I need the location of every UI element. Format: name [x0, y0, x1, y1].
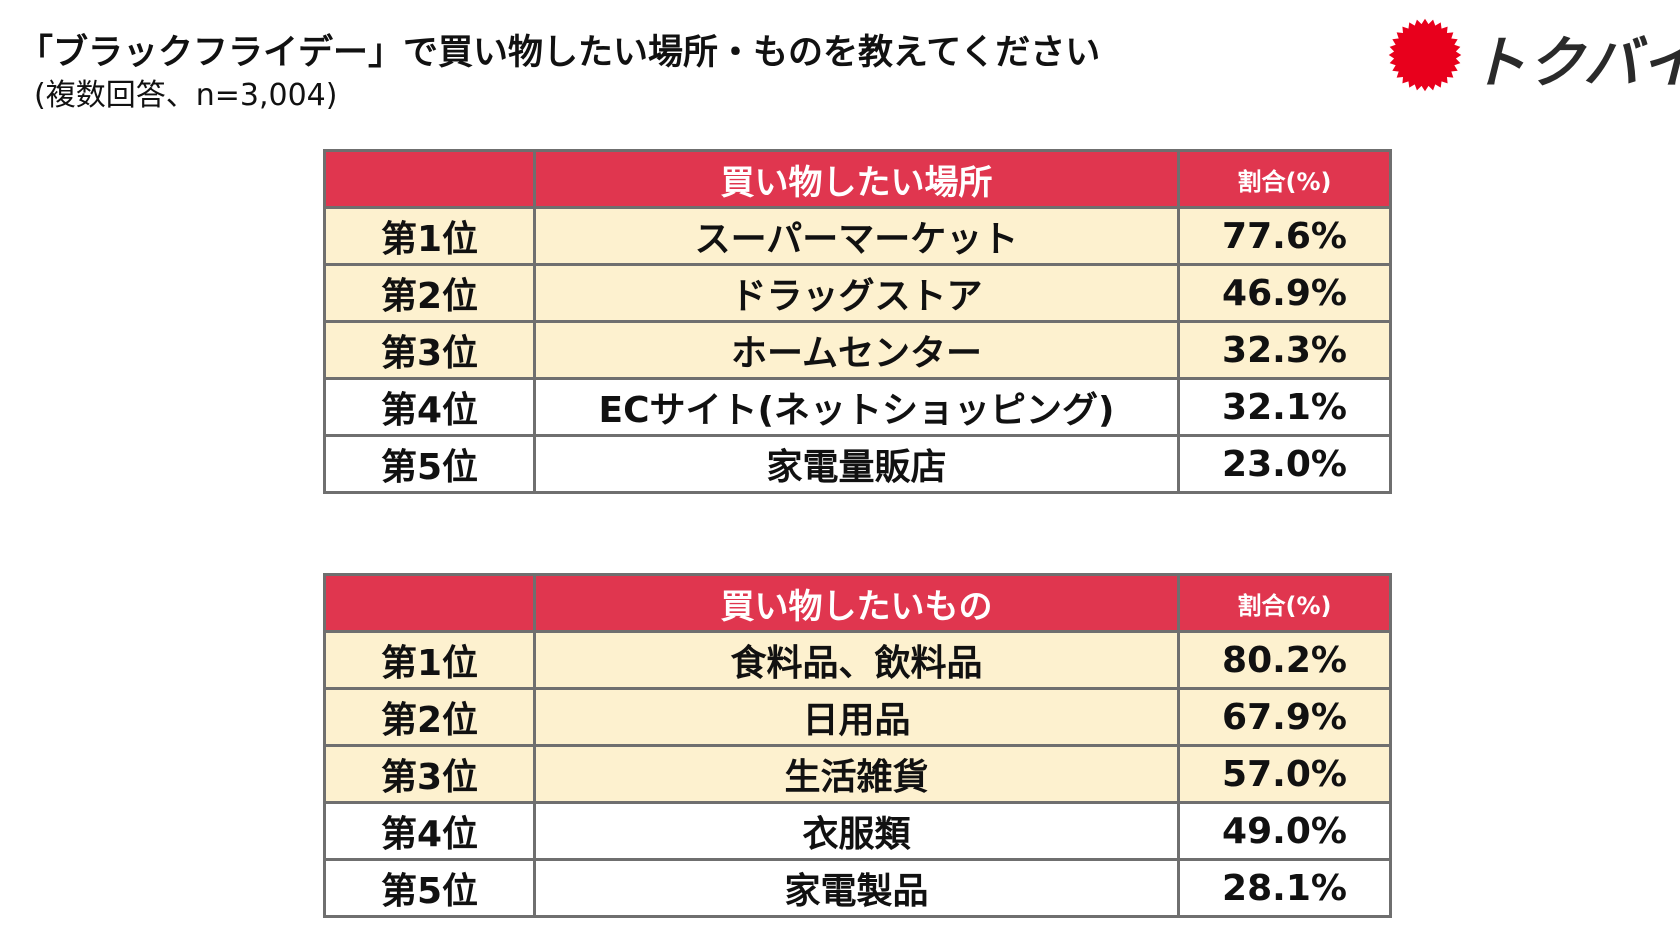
rank-cell: 第5位 — [323, 434, 536, 494]
rank-cell: 第2位 — [323, 687, 536, 747]
sun-icon — [1388, 18, 1462, 92]
table-row: 第5位 家電製品 28.1% — [323, 858, 1392, 918]
rank-cell: 第4位 — [323, 801, 536, 861]
rank-cell: 第3位 — [323, 320, 536, 380]
page-subtitle: (複数回答、n=3,004) — [34, 78, 338, 113]
rank-cell: 第2位 — [323, 263, 536, 323]
place-name-cell: ホームセンター — [533, 320, 1180, 380]
pct-cell: 77.6% — [1177, 206, 1392, 266]
place-name-cell: スーパーマーケット — [533, 206, 1180, 266]
page-title: 「ブラックフライデー」で買い物したい場所・ものを教えてください — [18, 33, 1101, 73]
pct-cell: 67.9% — [1177, 687, 1392, 747]
table-row: 第2位 日用品 67.9% — [323, 687, 1392, 747]
rank-cell: 第5位 — [323, 858, 536, 918]
table-row: 第4位 ECサイト(ネットショッピング) 32.1% — [323, 377, 1392, 437]
pct-cell: 49.0% — [1177, 801, 1392, 861]
item-name-cell: 日用品 — [533, 687, 1180, 747]
place-name-cell: ECサイト(ネットショッピング) — [533, 377, 1180, 437]
rank-cell: 第1位 — [323, 630, 536, 690]
places-header-rank — [323, 149, 536, 209]
table-row: 第4位 衣服類 49.0% — [323, 801, 1392, 861]
pct-cell: 28.1% — [1177, 858, 1392, 918]
pct-cell: 23.0% — [1177, 434, 1392, 494]
rank-cell: 第3位 — [323, 744, 536, 804]
items-table: 買い物したいもの 割合(%) 第1位 食料品、飲料品 80.2% 第2位 日用品… — [323, 573, 1392, 918]
tokubai-logo: トクバイ — [1388, 10, 1680, 100]
pct-cell: 80.2% — [1177, 630, 1392, 690]
pct-cell: 57.0% — [1177, 744, 1392, 804]
place-name-cell: ドラッグストア — [533, 263, 1180, 323]
rank-cell: 第1位 — [323, 206, 536, 266]
items-header-rank — [323, 573, 536, 633]
table-row: 第1位 食料品、飲料品 80.2% — [323, 630, 1392, 690]
items-header-name: 買い物したいもの — [533, 573, 1180, 633]
item-name-cell: 家電製品 — [533, 858, 1180, 918]
pct-cell: 46.9% — [1177, 263, 1392, 323]
item-name-cell: 衣服類 — [533, 801, 1180, 861]
items-header-pct: 割合(%) — [1177, 573, 1392, 633]
table-row: 第5位 家電量販店 23.0% — [323, 434, 1392, 494]
pct-cell: 32.3% — [1177, 320, 1392, 380]
table-row: 第3位 生活雑貨 57.0% — [323, 744, 1392, 804]
table-row: 第3位 ホームセンター 32.3% — [323, 320, 1392, 380]
places-header-pct: 割合(%) — [1177, 149, 1392, 209]
table-row: 第2位 ドラッグストア 46.9% — [323, 263, 1392, 323]
rank-cell: 第4位 — [323, 377, 536, 437]
table-row: 第1位 スーパーマーケット 77.6% — [323, 206, 1392, 266]
pct-cell: 32.1% — [1177, 377, 1392, 437]
logo-text: トクバイ — [1470, 31, 1680, 96]
item-name-cell: 生活雑貨 — [533, 744, 1180, 804]
places-header-name: 買い物したい場所 — [533, 149, 1180, 209]
item-name-cell: 食料品、飲料品 — [533, 630, 1180, 690]
places-table: 買い物したい場所 割合(%) 第1位 スーパーマーケット 77.6% 第2位 ド… — [323, 149, 1392, 494]
place-name-cell: 家電量販店 — [533, 434, 1180, 494]
